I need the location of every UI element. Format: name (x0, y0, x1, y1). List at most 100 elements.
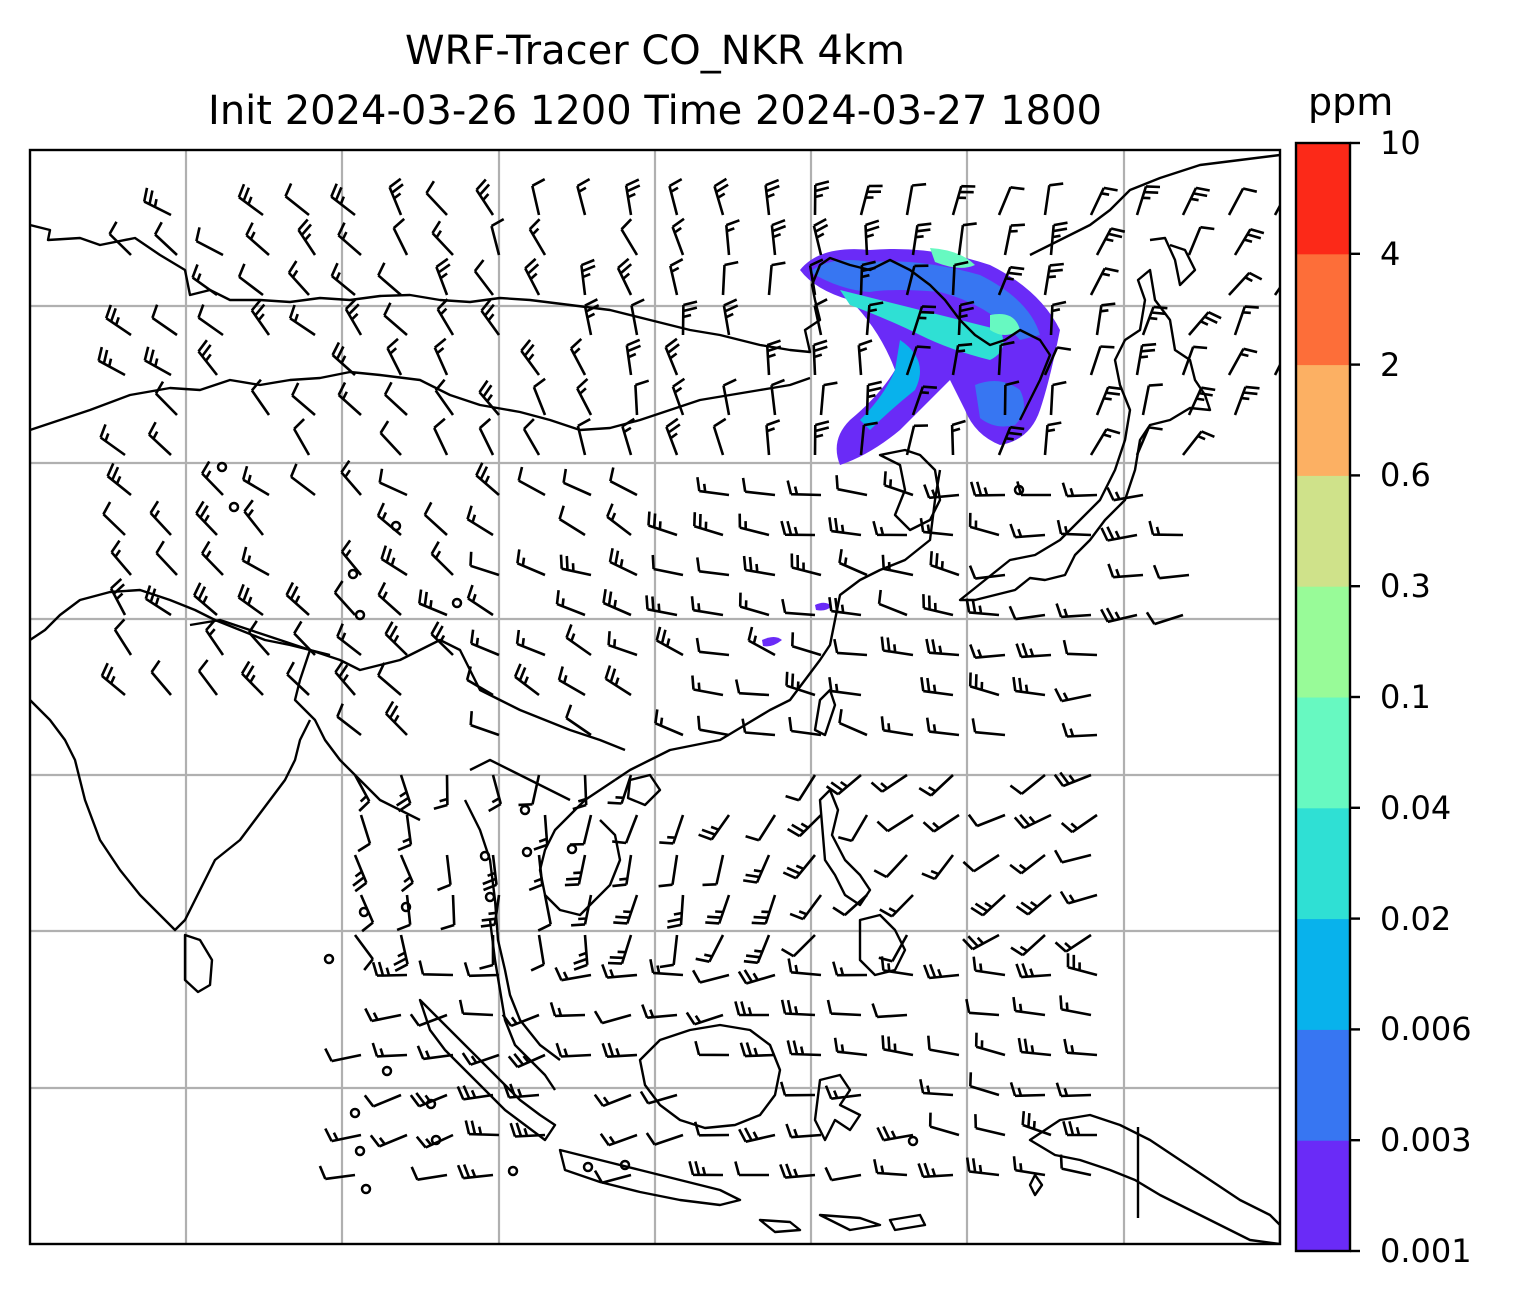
wind-barb (1043, 262, 1064, 296)
wind-barb (634, 379, 650, 416)
wind-barb (102, 501, 126, 536)
wind-barb (384, 700, 408, 736)
wind-barb (859, 184, 883, 216)
colorbar (1294, 141, 1360, 1253)
wind-barb (433, 774, 449, 811)
wind-barb (565, 704, 592, 737)
wind-barb (612, 814, 639, 845)
wind-barb (108, 221, 132, 256)
wind-barb (583, 298, 600, 336)
wind-barb (681, 300, 698, 336)
wind-barb (399, 854, 414, 893)
wind-barb (927, 1035, 960, 1057)
wind-barb (1043, 421, 1062, 456)
wind-barb (528, 218, 547, 256)
wind-barb (143, 346, 172, 377)
wind-barb (250, 378, 271, 416)
wind-barb (288, 304, 316, 337)
wind-barb (537, 894, 552, 932)
wind-barb (624, 178, 641, 216)
wind-barb (431, 220, 454, 256)
wind-barb (1273, 202, 1280, 216)
wind-barb (465, 666, 494, 697)
wind-barb (737, 969, 776, 985)
colorbar-segment (1296, 364, 1350, 476)
wind-barb (415, 1133, 454, 1149)
wind-barb (337, 222, 362, 256)
wind-barb (149, 500, 172, 536)
wind-barb (789, 894, 823, 921)
wind-barb (336, 623, 362, 657)
wind-barb (1062, 639, 1098, 657)
wind-barb (340, 459, 362, 496)
wind-barb (324, 1128, 362, 1143)
wind-barb (1009, 1082, 1046, 1098)
plot-title-line2: Init 2024-03-26 1200 Time 2024-03-27 180… (208, 88, 1102, 134)
wind-barb (832, 961, 868, 977)
wind-barb (1055, 1082, 1092, 1098)
wind-barb (466, 584, 494, 617)
wind-barb (972, 956, 1006, 977)
wind-barb (1016, 481, 1052, 497)
colorbar-tick-label: 0.6 (1380, 456, 1431, 495)
wind-barb (287, 260, 310, 296)
wind-barb (880, 956, 914, 977)
wind-barb (191, 264, 218, 297)
wind-barb (877, 589, 908, 617)
wind-barb (694, 1040, 730, 1057)
wind-barb (599, 1132, 638, 1147)
wind-barb (722, 298, 739, 336)
wind-barb (616, 257, 633, 296)
wind-barb (580, 258, 596, 296)
wind-barb (883, 471, 914, 497)
wind-barb (104, 304, 132, 337)
colorbar-segment (1296, 586, 1350, 698)
wind-barb (671, 217, 685, 256)
wind-barb (608, 547, 638, 577)
wind-barb (1043, 182, 1064, 216)
wind-barb (604, 665, 632, 697)
wind-barb (435, 257, 451, 296)
wind-barb (395, 774, 412, 813)
wind-barb (668, 177, 683, 216)
wind-barb (331, 341, 356, 376)
wind-barb (1273, 362, 1280, 376)
wind-barb (456, 1085, 494, 1101)
wind-barb (1060, 813, 1098, 834)
wind-barb (857, 339, 873, 376)
wind-barb (440, 894, 456, 931)
wind-barb (291, 382, 316, 416)
wind-barb (922, 813, 960, 833)
wind-barb (780, 934, 816, 958)
wind-barb (388, 177, 404, 216)
wind-barb (813, 298, 828, 336)
wind-barb (524, 257, 541, 296)
wind-barb (1009, 773, 1046, 795)
wind-barb (764, 178, 780, 216)
wind-barb (741, 718, 776, 737)
wind-barb (593, 1169, 632, 1184)
wind-barb (951, 260, 969, 296)
wind-barb (1062, 1120, 1098, 1137)
wind-barb (150, 659, 172, 696)
wind-barb (1145, 611, 1184, 626)
wind-barb (576, 417, 591, 456)
wind-barb (625, 338, 642, 376)
wind-barb (197, 659, 219, 696)
wind-barb (923, 484, 960, 500)
wind-barb (531, 178, 546, 216)
wind-barb (864, 219, 880, 256)
colorbar-segment (1296, 253, 1350, 366)
wind-barb (533, 814, 549, 851)
wind-barb (808, 258, 824, 296)
wind-barb (734, 1001, 769, 1017)
wind-barb (970, 894, 1006, 917)
wind-barb (334, 659, 356, 696)
wind-barb (613, 894, 639, 925)
wind-barb (828, 597, 862, 617)
wind-barb (721, 260, 739, 296)
wind-barb (742, 555, 776, 577)
gridlines (30, 150, 1280, 1244)
wind-barb (99, 423, 126, 457)
wind-barb (838, 549, 868, 577)
